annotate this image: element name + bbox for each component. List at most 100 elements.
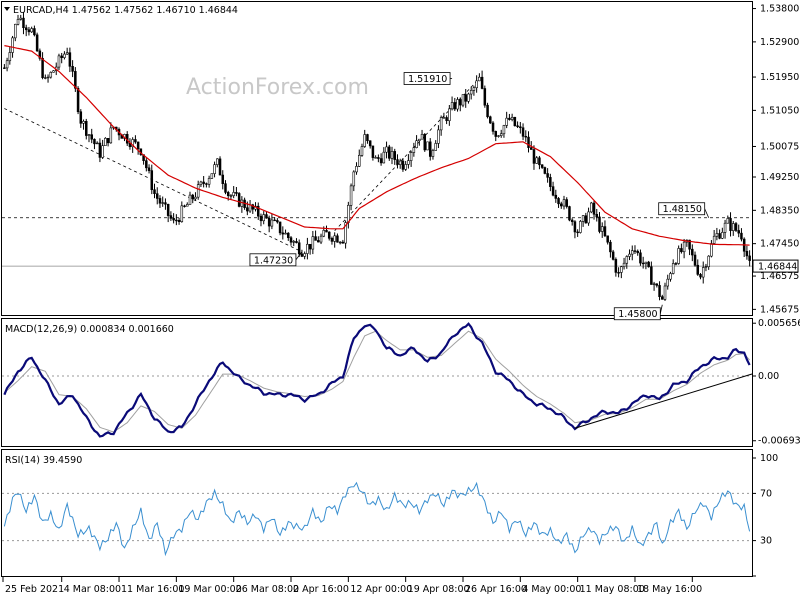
candle-body [71, 66, 74, 72]
candle-body [90, 134, 93, 140]
candle-body [437, 129, 440, 144]
dropdown-triangle-icon[interactable] [4, 7, 10, 11]
candle-body [570, 219, 574, 222]
candle-body [560, 203, 563, 207]
candle-body [592, 202, 596, 215]
candle-body [521, 127, 525, 137]
price-tick-label: 1.53800 [760, 4, 799, 15]
candle-body [158, 198, 162, 204]
candle-body [246, 207, 249, 212]
time-tick-label: 11 May 08:00 [580, 584, 645, 595]
candle-body [745, 250, 749, 257]
candle-body [549, 177, 552, 187]
candle-body [164, 202, 167, 205]
macd-panel-frame [1, 318, 753, 447]
candle-body [538, 157, 541, 166]
candle-body [57, 55, 61, 68]
candle-body [202, 181, 205, 184]
candle-body [186, 204, 189, 207]
candle-body [729, 218, 732, 231]
candle-body [630, 250, 634, 255]
candle-body [401, 160, 405, 170]
candle-body [360, 146, 364, 156]
candle-body [565, 199, 568, 207]
price-tick-label: 1.45675 [760, 304, 799, 315]
candle-body [368, 140, 372, 147]
candle-body [655, 283, 659, 286]
candle-body [207, 178, 211, 185]
candle-body [600, 226, 604, 232]
candle-body [737, 230, 740, 234]
candle-body [38, 50, 42, 59]
macd-support-trendline [574, 373, 753, 429]
candle-body [319, 235, 323, 243]
candle-body [620, 266, 623, 273]
candle-body [262, 214, 265, 222]
moving-average-line [4, 45, 750, 246]
candle-body [704, 266, 708, 268]
candle-body [527, 136, 530, 148]
candle-body [382, 151, 386, 164]
candle-body [726, 218, 730, 224]
candle-body [524, 136, 528, 138]
macd-signal-line [4, 330, 750, 433]
candle-body [229, 195, 233, 197]
candle-body [412, 147, 416, 153]
candle-body [532, 149, 536, 164]
current-price-label: 1.46844 [758, 262, 797, 273]
candle-body [415, 140, 418, 148]
candle-body [314, 236, 317, 241]
candle-body [508, 117, 511, 120]
price-panel-frame [1, 1, 753, 316]
candle-body [715, 233, 719, 237]
annotation-pointer [295, 251, 303, 261]
candle-body [628, 253, 631, 257]
candle-body [338, 241, 342, 244]
candle-body [409, 152, 413, 161]
candle-body [289, 237, 293, 243]
candle-body [166, 203, 170, 216]
macd-line [3, 322, 751, 438]
macd-tick-label: 0.005656 [758, 318, 800, 329]
time-tick-label: 18 May 16:00 [637, 584, 702, 595]
candle-body [22, 17, 25, 29]
candle-body [644, 261, 648, 264]
candle-body [671, 263, 675, 274]
candle-body [445, 117, 448, 122]
candle-body [256, 205, 260, 217]
candle-body [221, 174, 225, 184]
candle-body [357, 155, 361, 167]
candle-body [131, 139, 134, 148]
annotation-box [403, 72, 451, 85]
macd-tick-label: -0.006937 [758, 436, 800, 447]
candle-body [30, 28, 33, 33]
candle-body [109, 127, 113, 144]
candle-body [666, 278, 669, 287]
candle-body [218, 158, 222, 176]
candle-body [707, 255, 710, 267]
time-tick-label: 19 Apr 08:00 [408, 584, 470, 595]
candle-body [639, 252, 642, 264]
symbol-header: EURCAD,H4 1.47562 1.47562 1.46710 1.4684… [13, 5, 238, 16]
candle-body [237, 193, 241, 207]
candle-body [74, 71, 77, 89]
candle-body [273, 219, 276, 222]
candle-body [557, 198, 560, 205]
candle-body [35, 34, 39, 52]
candle-body [407, 160, 410, 165]
candle-body [226, 192, 230, 196]
candle-body [529, 147, 533, 150]
candle-body [374, 157, 377, 159]
candle-body [693, 254, 697, 266]
candle-body [723, 222, 727, 233]
candle-body [734, 223, 738, 231]
candle-body [551, 186, 555, 196]
time-tick-label: 25 Feb 2021 [5, 584, 64, 595]
annotation-box [658, 202, 706, 216]
candle-body [388, 146, 391, 159]
candle-body [276, 220, 279, 223]
candle-body [327, 231, 331, 239]
candle-body [633, 250, 637, 252]
